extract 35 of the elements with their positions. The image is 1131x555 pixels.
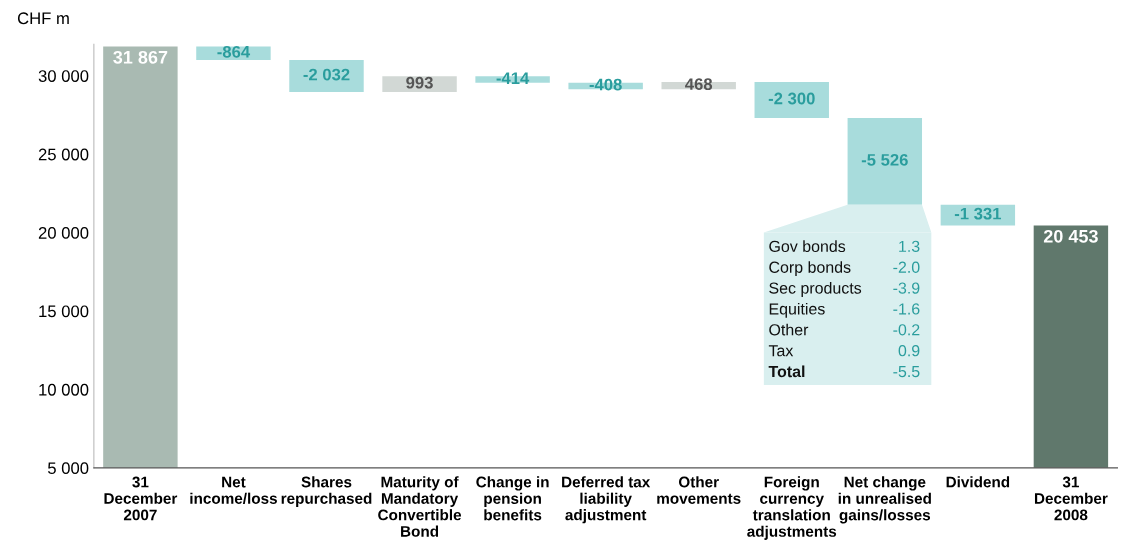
data-label: -864 (217, 45, 251, 58)
text: Tax 0.9 (768, 345, 920, 357)
data-label: -2 300 (768, 92, 815, 105)
x-tick-label: Net income/loss (190, 476, 277, 505)
x-tick-label: Maturity of Mandatory Convertible Bond (378, 476, 462, 537)
data-label: 31 867 (113, 50, 168, 64)
x-tick-label: Net change in unrealised gains/losses (838, 476, 931, 524)
y-axis-title: CHF m (17, 12, 69, 25)
x-tick-label: Deferred tax liability adjustment (562, 476, 651, 524)
x-tick-label: Shares repurchased (281, 476, 372, 507)
y-tick-label: 30 000 (38, 70, 89, 82)
y-tick-label: 10 000 (39, 383, 89, 396)
text: Sec products -3.9 (769, 282, 920, 297)
y-tick-label: 25 000 (38, 148, 89, 161)
x-tick-label: 31 December 2007 (104, 476, 178, 521)
x-tick-label: Foreign currency translation adjustments (747, 476, 837, 540)
x-tick-label: Other movements (657, 476, 741, 504)
data-label: 20 453 (1043, 229, 1098, 243)
data-label: -408 (589, 78, 622, 91)
y-tick-label: 20 000 (38, 227, 89, 239)
x-tick-label: Change in pension benefits (476, 476, 549, 521)
x-tick-label: Dividend (946, 476, 1010, 488)
text: Gov bonds 1.3 (769, 240, 920, 253)
x-tick-label: 31 December 2008 (1034, 476, 1108, 521)
data-label: -1 331 (954, 207, 1002, 220)
data-label: -2 032 (303, 68, 350, 81)
data-label: 468 (685, 78, 713, 91)
data-label: 993 (406, 76, 433, 89)
text: Corp bonds -2.0 (769, 261, 920, 277)
text: Total -5.5 (768, 365, 920, 378)
y-tick-label: 15 000 (39, 305, 89, 318)
text: Other -0.2 (769, 323, 920, 336)
text: Equities -1.6 (769, 302, 920, 318)
y-tick-label: 5 000 (47, 462, 89, 475)
data-label: -5 526 (861, 153, 908, 166)
